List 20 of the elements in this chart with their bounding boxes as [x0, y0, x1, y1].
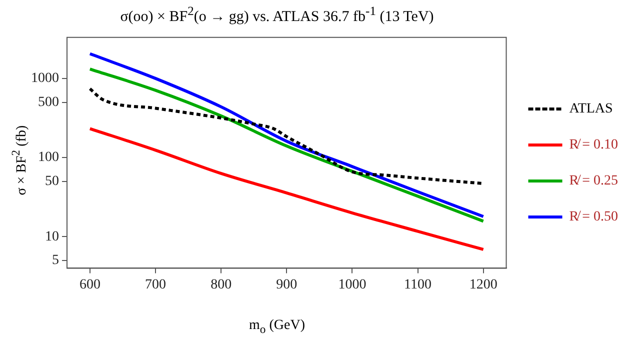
legend-label: R̸ = 0.25 [569, 174, 618, 189]
y-tick-label: 5 [52, 253, 59, 268]
x-tick-label: 900 [276, 277, 298, 292]
y-tick-label: 1000 [31, 71, 59, 86]
x-tick-label: 1000 [338, 277, 366, 292]
x-tick-label: 800 [210, 277, 232, 292]
legend-label: R̸ = 0.50 [569, 210, 618, 225]
y-tick-label: 500 [38, 94, 59, 110]
legend-label: ATLAS [569, 102, 613, 117]
x-tick-label: 1100 [404, 277, 432, 292]
x-tick-label: 600 [79, 277, 100, 292]
chart-title: σ(oo) × BF$^{2}$(o → gg) vs. ATLAS 36.7 fb$^{-1}$ (13 TeV) [119, 4, 435, 26]
y-tick-label: 50 [45, 174, 59, 190]
y-tick-label: 100 [38, 150, 59, 166]
x-tick-label: 700 [145, 277, 166, 292]
x-axis-title: m$_{o}$ (GeV) [248, 318, 306, 336]
line-series [88, 127, 485, 251]
legend-label: R̸ = 0.10 [569, 138, 618, 153]
x-tick-label: 1200 [469, 277, 498, 292]
y-tick-label: 10 [45, 229, 59, 244]
